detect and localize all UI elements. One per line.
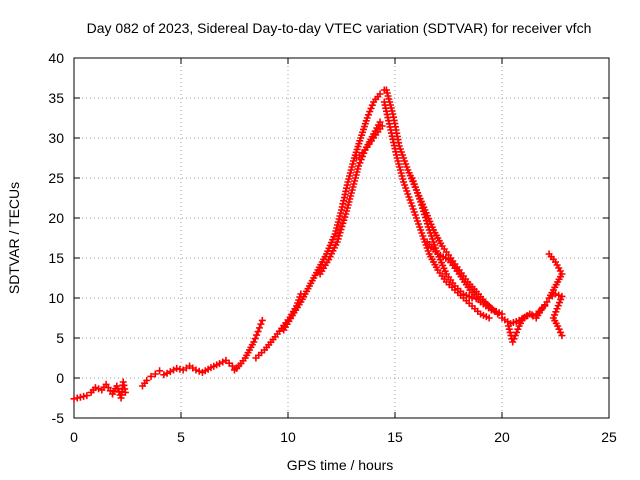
y-axis-label: SDTVAR / TECUs (6, 182, 22, 294)
y-tick-label: 0 (56, 370, 64, 386)
x-tick-label: 15 (387, 429, 403, 445)
grid (74, 58, 609, 418)
series-arc-fall-3 (408, 174, 502, 318)
x-tick-label: 0 (70, 429, 78, 445)
data-point (543, 298, 551, 306)
series-arc-early (70, 378, 129, 403)
data-point (368, 101, 376, 109)
data-point (156, 367, 164, 375)
data-point (555, 325, 563, 333)
chart-title: Day 082 of 2023, Sidereal Day-to-day VTE… (87, 20, 592, 36)
data-point (524, 312, 532, 320)
data-point (121, 388, 129, 396)
data-point (541, 302, 549, 310)
data-point (357, 156, 365, 164)
data-point (509, 338, 517, 346)
data-point (147, 372, 155, 380)
x-tick-label: 5 (177, 429, 185, 445)
y-tick-label: 5 (56, 330, 64, 346)
y-tick-label: 35 (48, 90, 64, 106)
x-tick-label: 10 (280, 429, 296, 445)
data-point (366, 108, 374, 116)
x-tick-label: 25 (601, 429, 617, 445)
y-tick-label: 20 (48, 210, 64, 226)
data-point (505, 325, 513, 333)
x-tick-label: 20 (494, 429, 510, 445)
plot-frame (73, 57, 610, 419)
y-tick-label: 15 (48, 250, 64, 266)
data-point (250, 338, 258, 346)
data-point (251, 335, 259, 343)
data-point (367, 104, 375, 112)
series-arc-late-2 (498, 302, 549, 328)
data-point (257, 320, 265, 328)
x-axis-label: GPS time / hours (287, 457, 394, 473)
data-point (151, 370, 159, 378)
data-point (83, 392, 91, 400)
data-point (555, 291, 563, 299)
data-point (364, 111, 372, 119)
data-point (510, 335, 518, 343)
data-marks (70, 86, 566, 403)
series-arc-fall (382, 86, 506, 318)
data-point (195, 367, 203, 375)
data-point (485, 314, 493, 322)
data-point (494, 310, 502, 318)
series-arc-rise (280, 86, 388, 334)
series-arc-a (231, 316, 266, 374)
data-point (173, 364, 181, 372)
y-tick-label: 25 (48, 170, 64, 186)
y-tick-label: 30 (48, 130, 64, 146)
data-point (192, 366, 200, 374)
data-point (376, 90, 384, 98)
series-arc-fall-4 (423, 238, 495, 314)
y-tick-label: -5 (52, 410, 65, 426)
data-point (253, 331, 261, 339)
data-point (356, 159, 364, 167)
axis-ticks: 0 5 10 15 20 25 -5 0 5 10 15 20 25 30 35 40 (48, 50, 617, 445)
data-point (363, 114, 371, 122)
data-point (506, 328, 514, 336)
series-arc-morning (138, 356, 241, 390)
data-point (91, 384, 99, 392)
y-tick-label: 40 (48, 50, 64, 66)
data-point (376, 118, 384, 126)
data-point (552, 290, 559, 298)
series-arc-end (545, 250, 566, 340)
data-point (514, 325, 522, 333)
data-point (487, 306, 495, 314)
data-point (258, 316, 266, 324)
series-arc-side (352, 122, 386, 162)
data-point (378, 122, 386, 130)
data-point (95, 385, 103, 393)
data-point (76, 393, 84, 401)
data-point (511, 332, 519, 340)
data-point (513, 328, 521, 336)
data-point (255, 324, 263, 332)
data-point (228, 362, 236, 370)
data-point (143, 376, 151, 384)
data-point (558, 332, 566, 340)
data-point (355, 162, 363, 170)
series-arc-fall-2 (380, 98, 493, 322)
data-point (556, 328, 564, 336)
data-point (254, 328, 262, 336)
y-tick-label: 10 (48, 290, 64, 306)
data-point (554, 322, 562, 330)
